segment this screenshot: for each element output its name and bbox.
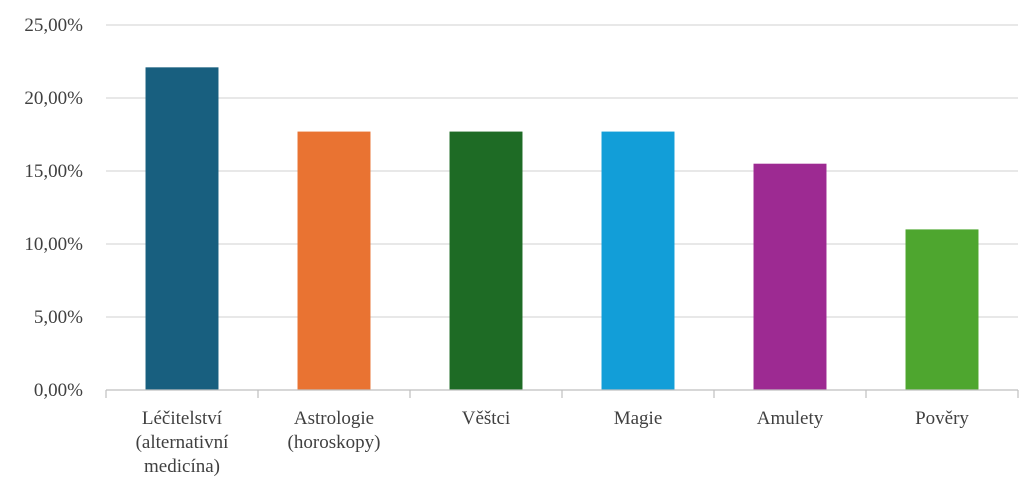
y-axis-tick-labels: 0,00% 5,00% 10,00% 15,00% 20,00% 25,00% — [24, 15, 83, 401]
x-category-label-line: medicína) — [144, 456, 220, 477]
gridlines — [106, 24, 1018, 318]
x-category-label-line: Astrologie — [294, 408, 374, 429]
x-axis — [105, 389, 1019, 398]
x-category-label-line: Pověry — [915, 408, 969, 429]
bars — [145, 67, 979, 390]
x-category-label-line: Věštci — [462, 408, 511, 429]
x-category-label: Magie — [614, 408, 663, 429]
x-category-label-line: Amulety — [757, 408, 824, 429]
y-tick-label: 10,00% — [24, 234, 83, 255]
bar — [601, 131, 675, 390]
x-category-label-line: Léčitelství — [142, 408, 223, 429]
x-category-label: Amulety — [757, 408, 824, 429]
x-category-label-line: Magie — [614, 408, 663, 429]
y-tick-label: 0,00% — [34, 380, 83, 401]
bar — [905, 229, 979, 390]
bar — [449, 131, 523, 390]
y-tick-label: 5,00% — [34, 307, 83, 328]
x-category-label: Věštci — [462, 408, 511, 429]
x-category-label: Pověry — [915, 408, 969, 429]
x-category-label-line: (horoskopy) — [288, 432, 381, 453]
x-category-label-line: (alternativní — [136, 432, 230, 453]
y-tick-label: 20,00% — [24, 88, 83, 109]
y-tick-label: 15,00% — [24, 161, 83, 182]
x-category-label: Astrologie (horoskopy) — [288, 408, 381, 453]
bar — [145, 67, 219, 390]
x-axis-category-labels: Léčitelství (alternativní medicína) Astrolo… — [136, 408, 970, 477]
bar — [297, 131, 371, 390]
x-category-label: Léčitelství (alternativní medicína) — [136, 408, 230, 477]
bar — [753, 163, 827, 390]
y-tick-label: 25,00% — [24, 15, 83, 36]
